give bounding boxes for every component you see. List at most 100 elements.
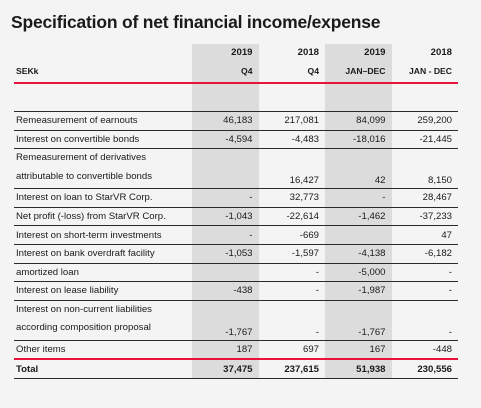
row-label-text: according composition proposal	[16, 322, 151, 334]
cell-value: -438	[192, 281, 259, 301]
cell-value: -1,767	[325, 300, 392, 341]
cell-value: -1,043	[192, 207, 259, 227]
page-title: Specification of net financial income/ex…	[11, 12, 381, 32]
cell-value: -	[192, 225, 259, 245]
total-value: 51,938	[325, 359, 392, 380]
cell-value: 217,081	[258, 111, 325, 131]
cell-value: -22,614	[258, 207, 325, 227]
row-label-text: Interest on lease liability	[16, 285, 119, 297]
total-label: Total	[14, 359, 192, 380]
cell-value: -37,233	[391, 207, 458, 227]
cell-value: -448	[391, 340, 458, 361]
unit-label: SEKk	[14, 60, 192, 84]
cell-value: -6,182	[391, 244, 458, 264]
row-label: Net profit (-loss) from StarVR Corp.	[14, 207, 192, 227]
row-label-text: attributable to convertible bonds	[16, 170, 152, 182]
row-label: amortized loan	[14, 263, 192, 283]
cell-value: -1,462	[325, 207, 392, 227]
cell-value: 28,467	[391, 188, 458, 208]
cell-value: -1,767	[192, 300, 259, 341]
row-label: Remeasurement of earnouts	[14, 111, 192, 131]
row-label-text: Interest on bank overdraft facility	[16, 248, 155, 260]
cell-value: 47	[391, 225, 458, 245]
table-row: Interest on short-term investments - -669 4…	[14, 225, 458, 245]
period-header: Q4	[192, 60, 259, 84]
cell-value: 16,427	[258, 148, 325, 190]
row-label-text: Interest on convertible bonds	[16, 133, 140, 145]
cell-value: 167	[325, 340, 392, 361]
total-value: 230,556	[391, 359, 458, 380]
table-row: Interest on bank overdraft facility -1,05…	[14, 244, 458, 264]
total-value: 237,615	[258, 359, 325, 380]
table-row: Remeasurement of derivatives attributable…	[14, 148, 458, 190]
table-row: Other items 187 697 167 -448	[14, 340, 458, 361]
cell-value: -1,597	[258, 244, 325, 264]
cell-value: 32,773	[258, 188, 325, 208]
total-value: 37,475	[192, 359, 259, 380]
cell-value: -	[325, 188, 392, 208]
period-header-row: SEKk Q4 Q4 JAN–DEC JAN - DEC	[14, 60, 458, 84]
year-header: 2019	[192, 44, 259, 60]
row-label-text: Interest on loan to StarVR Corp.	[16, 192, 153, 204]
header-empty	[14, 44, 192, 60]
row-label-text: Remeasurement of derivatives	[16, 152, 147, 164]
year-header-row: 2019 2018 2019 2018	[14, 44, 458, 60]
cell-value: -4,594	[192, 130, 259, 150]
row-label: Other items	[14, 340, 192, 361]
cell-value: -4,138	[325, 244, 392, 264]
period-header: JAN–DEC	[325, 60, 392, 84]
row-label: Interest on short-term investments	[14, 225, 192, 245]
cell-value: -	[258, 263, 325, 283]
cell-value: -	[192, 188, 259, 208]
table-row: Remeasurement of earnouts 46,183 217,081 84…	[14, 111, 458, 131]
row-label-text: Net profit (-loss) from StarVR Corp.	[16, 211, 166, 223]
financial-table: 2019 2018 2019 2018 SEKk Q4 Q4 JAN–DEC J…	[14, 44, 458, 380]
cell-value: -18,016	[325, 130, 392, 150]
cell-value: 42	[325, 148, 392, 190]
cell-value: -669	[258, 225, 325, 245]
cell-value: -1,987	[325, 281, 392, 301]
table-row: Interest on non-current liabilities accor…	[14, 300, 458, 341]
table-row: Interest on lease liability -438- -1,987-	[14, 281, 458, 301]
cell-value: -	[258, 281, 325, 301]
cell-value: 259,200	[391, 111, 458, 131]
cell-value: 46,183	[192, 111, 259, 131]
period-header: Q4	[258, 60, 325, 84]
cell-value: -	[391, 263, 458, 283]
total-row: Total 37,475 237,615 51,938 230,556	[14, 359, 458, 380]
cell-value: 84,099	[325, 111, 392, 131]
row-label: Interest on lease liability	[14, 281, 192, 301]
row-label-text: Interest on non-current liabilities	[16, 303, 152, 315]
row-label-text: Interest on short-term investments	[16, 229, 162, 241]
row-label: Interest on convertible bonds	[14, 130, 192, 150]
cell-value: 8,150	[391, 148, 458, 190]
cell-value	[192, 263, 259, 283]
cell-value: 187	[192, 340, 259, 361]
cell-value: -4,483	[258, 130, 325, 150]
row-label: Interest on loan to StarVR Corp.	[14, 188, 192, 208]
cell-value: -1,053	[192, 244, 259, 264]
row-label-text: amortized loan	[16, 266, 79, 278]
cell-value: -	[391, 281, 458, 301]
year-header: 2018	[297, 46, 319, 58]
cell-value: -	[258, 300, 325, 341]
row-label: Interest on bank overdraft facility	[14, 244, 192, 264]
cell-value: -	[391, 300, 458, 341]
cell-value: -5,000	[325, 263, 392, 283]
row-label: Remeasurement of derivatives attributable…	[14, 148, 192, 190]
year-header: 2018	[430, 46, 452, 58]
row-label-text: Remeasurement of earnouts	[16, 115, 138, 127]
cell-value: 697	[258, 340, 325, 361]
table-row: amortized loan - -5,000-	[14, 263, 458, 283]
period-header: JAN - DEC	[391, 60, 458, 84]
table-row: Net profit (-loss) from StarVR Corp. -1,0…	[14, 207, 458, 227]
cell-value	[325, 225, 392, 245]
row-label: Interest on non-current liabilities accor…	[14, 300, 192, 341]
cell-value: -21,445	[391, 130, 458, 150]
row-label-text: Other items	[16, 344, 66, 356]
table-row: Interest on convertible bonds -4,594 -4,48…	[14, 130, 458, 150]
table-row: Interest on loan to StarVR Corp. -32,773-…	[14, 188, 458, 208]
cell-value	[192, 148, 259, 190]
spacer-row	[14, 83, 458, 112]
year-header: 2019	[325, 44, 392, 60]
